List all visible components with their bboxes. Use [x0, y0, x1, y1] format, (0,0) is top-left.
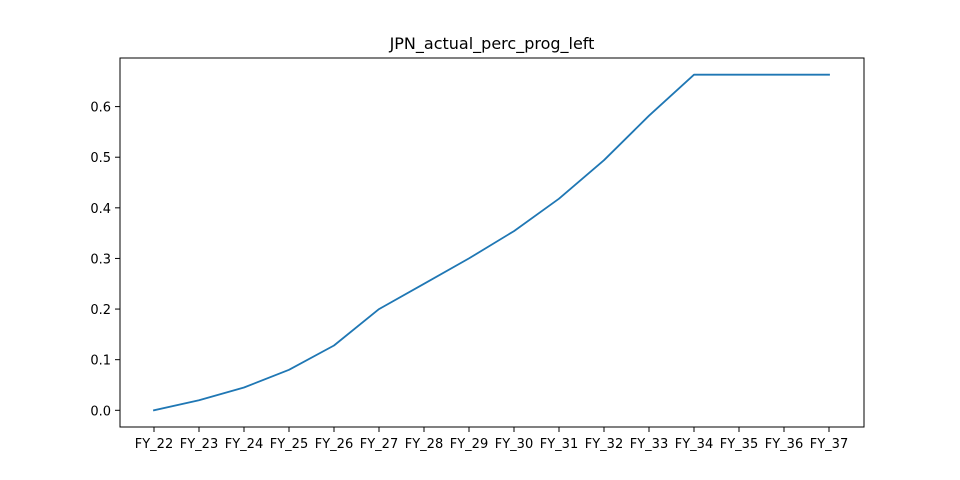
y-tick-label: 0.5 [90, 151, 111, 166]
x-tick-label: FY_22 [135, 437, 173, 452]
y-tick-label: 0.1 [90, 354, 111, 369]
x-axis: FY_22 FY_23 FY_24 FY_25 FY_26 FY_27 FY_28 FY_29… [135, 427, 848, 452]
x-tick-label: FY_26 [315, 437, 353, 452]
y-tick-label: 0.3 [90, 252, 111, 267]
series-layer [152, 73, 830, 412]
y-tick-label: 0.0 [90, 404, 111, 419]
x-tick-label: FY_28 [405, 437, 443, 452]
x-tick-label: FY_29 [450, 437, 488, 452]
y-tick-label: 0.2 [90, 303, 111, 318]
x-tick-label: FY_32 [585, 437, 623, 452]
x-tick-label: FY_25 [270, 437, 308, 452]
y-axis: 0.0 0.1 0.2 0.3 0.4 0.5 0.6 [90, 101, 120, 419]
x-tick-label: FY_23 [180, 437, 218, 452]
x-tick-label: FY_34 [675, 437, 713, 452]
series-line [152, 73, 830, 412]
y-tick-label: 0.4 [90, 202, 111, 217]
chart-title: JPN_actual_perc_prog_left [389, 34, 595, 54]
x-tick-label: FY_27 [360, 437, 398, 452]
x-tick-label: FY_35 [720, 437, 758, 452]
x-tick-label: FY_24 [225, 437, 263, 452]
x-tick-label: FY_30 [495, 437, 533, 452]
plot-frame [119, 57, 865, 428]
y-tick-label: 0.6 [90, 101, 111, 116]
plot-area [119, 57, 865, 428]
x-tick-label: FY_37 [810, 437, 848, 452]
x-tick-label: FY_31 [540, 437, 578, 452]
x-tick-label: FY_33 [630, 437, 668, 452]
x-tick-label: FY_36 [765, 437, 803, 452]
